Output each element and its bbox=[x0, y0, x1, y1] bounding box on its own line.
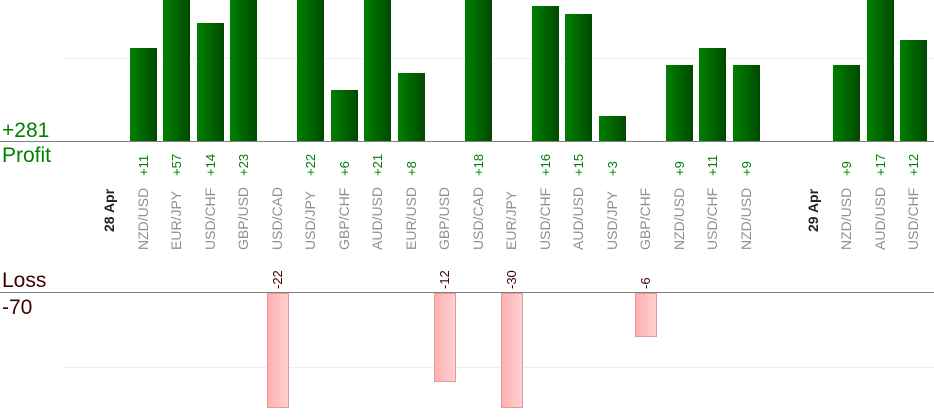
profit-bar bbox=[565, 14, 592, 141]
pair-label: GBP/USD bbox=[235, 186, 251, 250]
profit-bar bbox=[196, 22, 224, 141]
profit-label: Profit bbox=[2, 144, 52, 167]
pair-label: AUD/USD bbox=[369, 186, 385, 250]
pair-label: NZD/USD bbox=[670, 187, 687, 250]
profit-bar bbox=[230, 0, 257, 141]
profit-value-label: +14 bbox=[202, 153, 218, 176]
profit-bar bbox=[163, 0, 190, 141]
pair-label: USD/CHF bbox=[201, 187, 218, 250]
loss-value-label: -12 bbox=[437, 270, 452, 289]
profit-bar bbox=[866, 0, 894, 141]
profit-bar bbox=[531, 5, 559, 141]
profit-bar bbox=[297, 0, 324, 141]
profit-bar bbox=[464, 0, 492, 141]
profit-gridline bbox=[64, 58, 934, 59]
loss-value-label: -30 bbox=[504, 270, 519, 289]
loss-value-label: -6 bbox=[638, 277, 653, 289]
pair-label: EUR/JPY bbox=[503, 190, 519, 250]
pair-label: USD/CAD bbox=[268, 186, 285, 250]
profit-value-label: +3 bbox=[604, 161, 620, 176]
profit-bar bbox=[364, 0, 391, 141]
profit-value-label: +11 bbox=[705, 154, 720, 176]
loss-total: -70 bbox=[2, 296, 33, 319]
profit-value-label: +21 bbox=[370, 153, 385, 176]
date-label: 28 Apr bbox=[101, 188, 117, 232]
date-label: 29 Apr bbox=[804, 188, 821, 232]
profit-bar bbox=[900, 39, 927, 141]
loss-gridline bbox=[64, 367, 934, 368]
pair-label: USD/JPY bbox=[603, 190, 620, 250]
profit-baseline bbox=[0, 141, 934, 142]
profit-value-label: +18 bbox=[470, 153, 486, 176]
profit-value-label: +9 bbox=[671, 161, 687, 176]
profit-bar bbox=[598, 115, 626, 141]
profit-value-label: +8 bbox=[403, 161, 419, 176]
profit-value-label: +57 bbox=[169, 153, 184, 176]
profit-value-label: +12 bbox=[906, 153, 921, 176]
pair-label: USD/CHF bbox=[536, 187, 553, 250]
profit-value-label: +6 bbox=[336, 161, 352, 176]
profit-value-label: +17 bbox=[872, 153, 888, 176]
loss-bar bbox=[501, 293, 523, 408]
profit-value-label: +23 bbox=[236, 153, 251, 176]
pair-label: GBP/CHF bbox=[335, 187, 352, 250]
profit-bar bbox=[699, 48, 726, 141]
loss-bar bbox=[266, 293, 289, 408]
profit-bar bbox=[397, 73, 425, 141]
pair-label: USD/CHF bbox=[704, 187, 720, 250]
profit-value-label: +11 bbox=[135, 154, 151, 176]
pair-label: AUD/USD bbox=[570, 186, 586, 250]
loss-bar bbox=[434, 293, 456, 382]
profit-bar bbox=[665, 64, 693, 141]
profit-value-label: +9 bbox=[738, 161, 754, 176]
loss-baseline bbox=[0, 292, 934, 293]
pair-label: EUR/JPY bbox=[168, 190, 184, 250]
profit-bar bbox=[732, 64, 760, 141]
profit-bar bbox=[129, 48, 157, 141]
pair-label: NZD/USD bbox=[737, 187, 754, 250]
pair-label: GBP/USD bbox=[436, 186, 452, 250]
profit-bar bbox=[833, 64, 860, 141]
pair-label: USD/JPY bbox=[302, 190, 318, 250]
pair-label: NZD/USD bbox=[838, 187, 854, 250]
profit-value-label: +9 bbox=[839, 161, 854, 176]
profit-bar bbox=[330, 90, 358, 141]
pair-label: NZD/USD bbox=[134, 187, 151, 250]
loss-label: Loss bbox=[2, 269, 47, 292]
pair-label: EUR/USD bbox=[402, 186, 419, 250]
pair-label: USD/CHF bbox=[905, 187, 921, 250]
profit-value-label: +15 bbox=[571, 153, 586, 176]
profit-value-label: +16 bbox=[537, 153, 553, 176]
loss-bar bbox=[635, 293, 657, 338]
profit-value-label: +22 bbox=[303, 153, 318, 176]
pair-label: AUD/USD bbox=[871, 186, 888, 250]
loss-value-label: -22 bbox=[269, 270, 285, 289]
profit-total: +281 bbox=[2, 119, 50, 142]
pair-label: GBP/CHF bbox=[637, 187, 653, 250]
pair-label: USD/CAD bbox=[469, 186, 486, 250]
